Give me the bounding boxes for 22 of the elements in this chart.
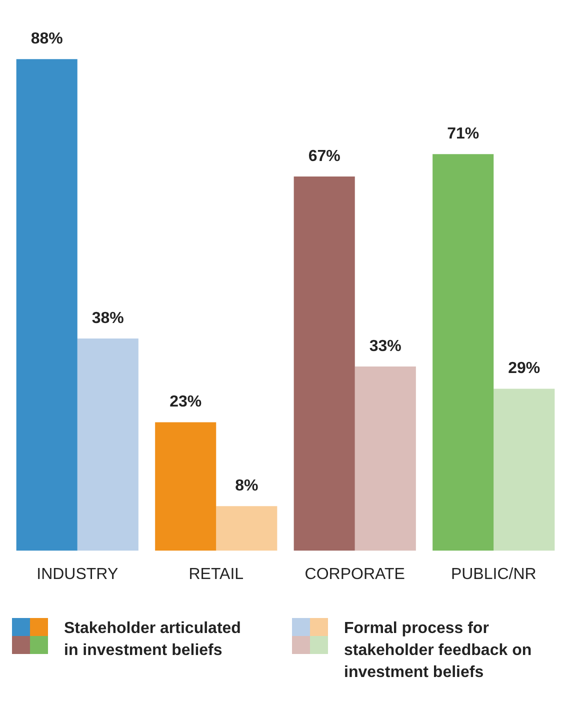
legend-label: Formal process for stakeholder feedback on investment beliefs	[344, 619, 533, 683]
bar	[494, 388, 555, 551]
data-label: 29%	[508, 360, 540, 378]
data-label: 23%	[170, 394, 202, 411]
data-label: 71%	[447, 126, 480, 143]
bar	[77, 338, 138, 551]
data-label: 38%	[92, 310, 124, 327]
bar	[294, 176, 355, 551]
x-tick-label: CORPORATE	[304, 566, 405, 583]
x-tick-label: PUBLIC/NR	[450, 566, 536, 583]
data-label: 67%	[308, 148, 340, 165]
bar	[216, 506, 278, 551]
bar	[354, 366, 416, 551]
data-label: 88%	[30, 30, 63, 48]
bar	[155, 422, 216, 551]
data-label: 33%	[369, 338, 402, 355]
x-tick-label: INDUSTRY	[36, 566, 118, 583]
data-label: 8%	[235, 478, 258, 495]
bar	[16, 59, 78, 551]
x-tick-label: RETAIL	[188, 566, 244, 583]
legend-label: Stakeholder articulated in investment beliefs	[64, 619, 242, 661]
bar	[432, 154, 494, 551]
